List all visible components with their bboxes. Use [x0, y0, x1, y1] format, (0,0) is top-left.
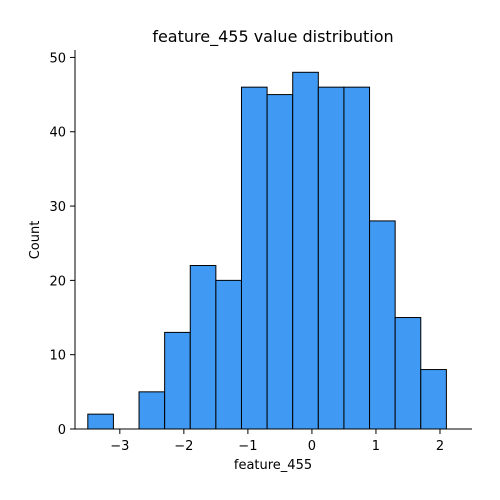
- x-tick-label: 1: [372, 439, 380, 454]
- y-tick-label: 30: [49, 200, 66, 215]
- histogram-bar: [317, 86, 345, 430]
- y-tick-label: 10: [49, 349, 66, 364]
- y-tick-label: 50: [49, 51, 66, 66]
- histogram-bar: [420, 369, 447, 430]
- histogram-bar: [292, 71, 319, 430]
- x-tick-label: −1: [238, 439, 257, 454]
- histogram-bar: [266, 94, 294, 430]
- x-tick-label: 2: [436, 439, 444, 454]
- histogram-bar: [189, 265, 217, 430]
- histogram-bar: [138, 391, 166, 430]
- x-tick-label: −2: [174, 439, 193, 454]
- histogram-bar: [164, 331, 191, 430]
- x-ticks-group: −3 −2 −1 0 1 2: [110, 429, 444, 454]
- y-tick-label: 0: [58, 423, 66, 438]
- x-axis-label: feature_455: [234, 458, 312, 473]
- histogram-bar: [369, 220, 396, 430]
- histogram-bar: [215, 279, 242, 430]
- histogram-bar: [87, 413, 114, 430]
- y-tick-label: 20: [49, 274, 66, 289]
- histogram-bar: [343, 86, 371, 430]
- bars-group: [87, 71, 447, 430]
- chart-title: feature_455 value distribution: [152, 27, 393, 47]
- y-ticks-group: 0 10 20 30 40 50: [49, 51, 75, 438]
- y-axis-label: Count: [28, 221, 43, 260]
- x-tick-label: −3: [110, 439, 129, 454]
- histogram-bar: [240, 86, 268, 430]
- x-tick-label: 0: [308, 439, 316, 454]
- histogram-bar: [394, 317, 422, 430]
- y-tick-label: 40: [49, 126, 66, 141]
